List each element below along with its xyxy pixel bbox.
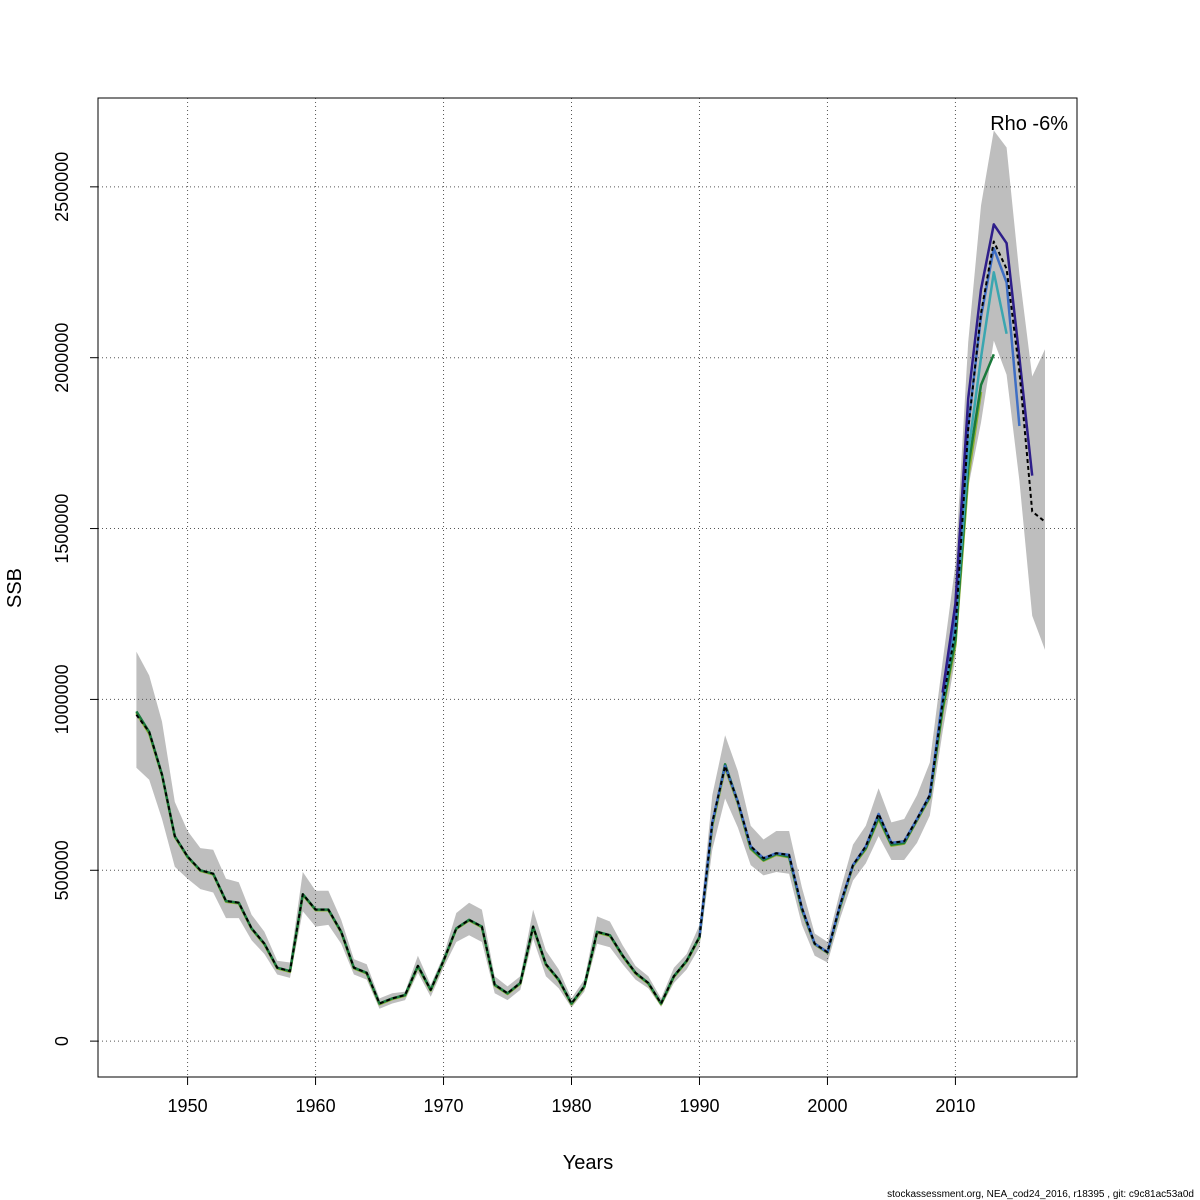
x-tick-label: 1960 xyxy=(296,1096,336,1116)
y-tick-label: 500000 xyxy=(52,840,72,900)
y-tick-label: 0 xyxy=(52,1036,72,1046)
y-tick-label: 2500000 xyxy=(52,152,72,222)
series-layer xyxy=(135,223,1046,1006)
x-axis-title: Years xyxy=(563,1152,613,1174)
x-tick-label: 2000 xyxy=(807,1096,847,1116)
rho-annotation: Rho -6% xyxy=(990,113,1068,135)
series-line-1 xyxy=(941,223,1034,693)
y-tick-label: 1500000 xyxy=(52,494,72,564)
series-line-0 xyxy=(135,240,1046,1005)
footer-credit: stockassessment.org, NEA_cod24_2016, r18… xyxy=(887,1189,1194,1200)
y-axis-title: SSB xyxy=(4,568,26,608)
grid-layer xyxy=(98,98,1077,1077)
x-tick-label: 1980 xyxy=(551,1096,591,1116)
x-tick-label: 2010 xyxy=(935,1096,975,1116)
confidence-band xyxy=(136,130,1045,1009)
y-tick-label: 2000000 xyxy=(52,323,72,393)
axes-layer: 1950 1960 1970 1980 1990 2000 2010 0 500000 10000… xyxy=(52,152,975,1116)
plot-frame xyxy=(97,97,1078,1078)
y-tick-label: 1000000 xyxy=(52,664,72,734)
confidence-band-layer xyxy=(136,130,1045,1009)
series-line-5 xyxy=(135,391,983,1006)
x-tick-label: 1990 xyxy=(679,1096,719,1116)
x-tick-label: 1970 xyxy=(424,1096,464,1116)
x-tick-label: 1950 xyxy=(168,1096,208,1116)
series-line-4 xyxy=(135,353,995,1005)
